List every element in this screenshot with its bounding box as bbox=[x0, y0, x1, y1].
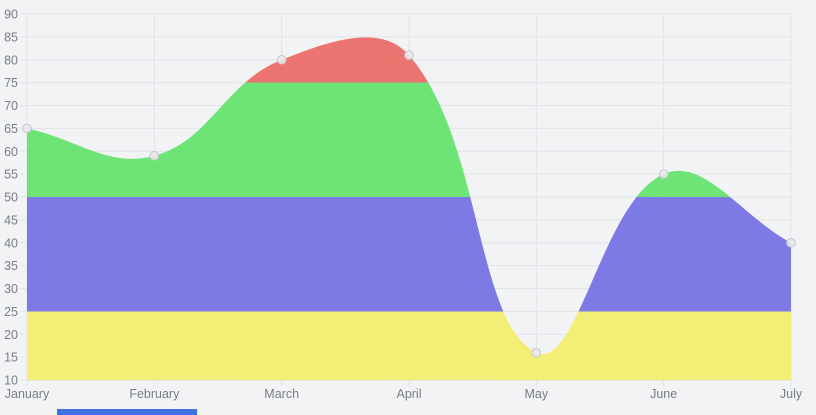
y-axis-label: 90 bbox=[4, 8, 18, 22]
data-point-january[interactable] bbox=[22, 123, 32, 134]
y-axis-label: 50 bbox=[4, 191, 18, 205]
x-axis-label: April bbox=[396, 387, 421, 401]
y-axis-label: 65 bbox=[4, 122, 18, 136]
y-axis-label: 85 bbox=[4, 30, 18, 44]
x-axis-label: June bbox=[650, 387, 677, 401]
y-axis-label: 15 bbox=[4, 351, 18, 365]
banded-area-series bbox=[27, 37, 791, 381]
x-axis-label: February bbox=[129, 387, 180, 401]
data-point-march[interactable] bbox=[276, 54, 287, 65]
y-axis-label: 60 bbox=[4, 145, 18, 159]
y-axis-label: 30 bbox=[4, 282, 18, 296]
data-point-april[interactable] bbox=[404, 50, 414, 60]
y-axis-label: 75 bbox=[4, 76, 18, 90]
y-axis-label: 10 bbox=[4, 374, 18, 388]
data-point-february[interactable] bbox=[149, 151, 160, 161]
data-point-may[interactable] bbox=[531, 347, 542, 358]
y-axis-label: 40 bbox=[4, 236, 18, 250]
y-axis-label: 55 bbox=[4, 168, 18, 182]
y-axis-label: 35 bbox=[4, 259, 18, 273]
x-axis-label: January bbox=[5, 387, 50, 401]
y-axis-label: 70 bbox=[4, 99, 18, 113]
y-axis-label: 20 bbox=[4, 328, 18, 342]
x-axis-label: July bbox=[780, 387, 803, 401]
y-axis-label: 80 bbox=[4, 53, 18, 67]
data-point-june[interactable] bbox=[658, 169, 669, 179]
partially-visible-blue-element[interactable] bbox=[57, 409, 197, 415]
y-axis-label: 45 bbox=[4, 213, 18, 227]
x-axis-label: May bbox=[525, 387, 549, 401]
y-axis-label: 25 bbox=[4, 305, 18, 319]
data-point-july[interactable] bbox=[786, 237, 796, 248]
x-axis-label: March bbox=[264, 387, 299, 401]
